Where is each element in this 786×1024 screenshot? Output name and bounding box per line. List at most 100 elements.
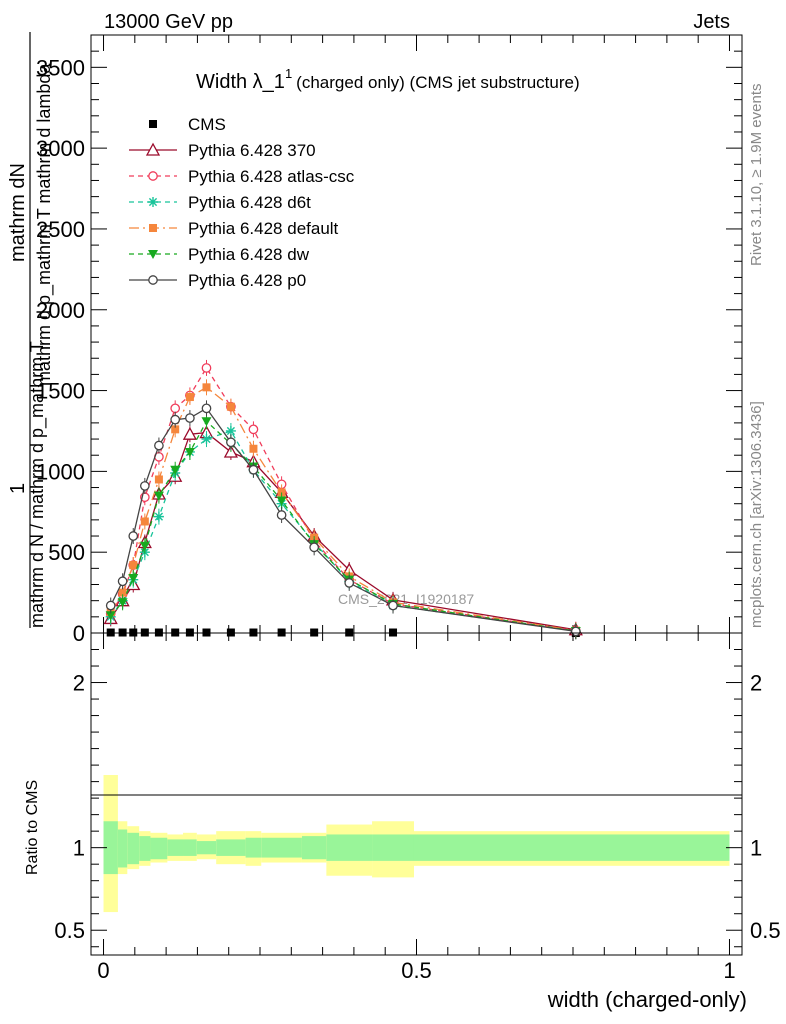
main-panel: Width λ_11 (charged only) (CMS jet substr… — [36, 34, 743, 646]
ratio-band-inner — [150, 837, 168, 860]
data-point — [201, 417, 212, 427]
data-point — [248, 424, 259, 435]
data-point — [154, 475, 163, 484]
main-axes: 0 500 1000 1500 2000 2500 3000 3500 — [36, 34, 742, 646]
x-tick-label: 0.5 — [401, 958, 432, 983]
ratio-ylabel: Ratio to CMS — [24, 780, 41, 875]
data-point — [170, 465, 181, 475]
data-point — [249, 444, 258, 453]
data-point — [248, 464, 259, 475]
data-point — [202, 383, 211, 392]
legend-marker — [148, 171, 158, 181]
ratio-band-inner — [127, 832, 140, 865]
ratio-panel: 0.5 0.5 1 1 2 2 0 0.5 1 Ratio to CMS — [24, 632, 781, 983]
x-tick-label: 0 — [97, 958, 109, 983]
y-tick-label: 2500 — [36, 217, 85, 242]
data-point — [226, 402, 235, 411]
x-tick-label: 1 — [723, 958, 735, 983]
y-label-top2: mathrm d p_mathrm T mathrm d lambda — [34, 63, 55, 386]
data-point — [201, 363, 212, 373]
data-point — [153, 491, 164, 501]
data-point — [140, 517, 149, 526]
data-point — [118, 588, 127, 597]
ratio-band-inner — [216, 839, 246, 856]
data-point — [226, 437, 236, 448]
data-point — [128, 574, 139, 584]
ratio-tick-label: 1 — [73, 836, 85, 861]
chart-title-rest: (charged only) (CMS jet substructure) — [296, 73, 579, 92]
legend: CMS Pythia 6.428 370 Pythia 6.428 atlas-cs… — [129, 115, 355, 290]
data-point — [117, 598, 128, 608]
ratio-band-inner — [103, 821, 118, 875]
legend-marker — [148, 275, 158, 285]
data-point — [154, 440, 164, 451]
rivet-label: Rivet 3.1.10, ≥ 1.9M events — [748, 84, 765, 267]
ratio-band-inner — [196, 841, 217, 855]
x-axis-label: width (charged-only) — [547, 987, 747, 1012]
data-point — [344, 578, 355, 588]
data-point — [201, 403, 212, 414]
data-point — [170, 414, 181, 425]
data-point — [139, 481, 150, 491]
legend-label: Pythia 6.428 dw — [188, 245, 310, 264]
data-point — [117, 576, 128, 587]
data-point — [105, 600, 116, 611]
data-point — [128, 531, 139, 541]
data-point — [171, 425, 180, 434]
legend-marker — [145, 142, 161, 156]
data-point — [309, 542, 320, 553]
legend-label-cms: CMS — [188, 115, 226, 134]
data-point — [276, 496, 287, 506]
watermark: CMS_2021_I1920187 — [338, 591, 474, 607]
y-tick-label: 3000 — [36, 136, 85, 161]
data-point — [388, 600, 398, 611]
legend-marker — [149, 224, 157, 232]
data-point — [225, 425, 236, 436]
y-tick-label: 0 — [73, 621, 85, 646]
y-tick-label: 2000 — [36, 298, 85, 323]
legend-label: Pythia 6.428 atlas-csc — [188, 167, 355, 186]
ratio-band-inner — [301, 836, 327, 860]
y-label-one: 1 — [7, 483, 29, 494]
data-point — [139, 541, 150, 551]
ratio-band-inner — [167, 839, 184, 856]
ratio-tick-label-right: 0.5 — [750, 918, 781, 943]
legend-marker — [148, 197, 158, 207]
data-point — [185, 393, 194, 402]
ratio-band-inner — [372, 834, 414, 861]
data-point — [182, 426, 197, 440]
chart-title-sup: 1 — [285, 66, 292, 81]
ratio-band-inner — [139, 836, 151, 861]
mcplots-label: mcplots.cern.ch [arXiv:1306.3436] — [748, 401, 765, 628]
y-tick-label: 1500 — [36, 379, 85, 404]
data-point — [170, 403, 181, 414]
y-label-bottom: mathrm d N / mathrm d p_mathrm T — [27, 341, 48, 628]
data-point — [201, 434, 212, 445]
header-left: 13000 GeV pp — [104, 11, 233, 33]
ratio-band-inner — [413, 834, 730, 861]
ratio-band-inner — [326, 834, 373, 861]
header-right: Jets — [693, 11, 730, 33]
data-point — [277, 488, 286, 497]
ratio-band-inner — [245, 837, 262, 858]
ratio-axes: 0.5 0.5 1 1 2 2 0 0.5 1 — [54, 633, 781, 983]
ratio-panel-frame — [90, 632, 743, 956]
data-point — [129, 561, 138, 570]
data-point — [184, 447, 195, 457]
legend-marker-cms — [149, 120, 157, 128]
chart-title: Width λ_11 (charged only) (CMS jet substr… — [196, 66, 580, 93]
y-tick-label: 500 — [48, 540, 85, 565]
ratio-band-inner — [261, 837, 302, 858]
y-label-top: mathrm dN — [7, 163, 29, 262]
ratio-band-inner — [117, 829, 128, 868]
ratio-tick-label: 0.5 — [54, 918, 85, 943]
ratio-tick-label-right: 1 — [750, 836, 762, 861]
y-axis-label: mathrm dN mathrm d p_mathrm T mathrm d l… — [7, 32, 55, 628]
series-pythia-6-428-p0 — [105, 400, 581, 640]
legend-label: Pythia 6.428 370 — [188, 141, 316, 160]
legend-label: Pythia 6.428 default — [188, 219, 339, 238]
data-point — [105, 611, 116, 621]
ratio-bands — [103, 775, 730, 913]
data-point — [276, 510, 287, 520]
